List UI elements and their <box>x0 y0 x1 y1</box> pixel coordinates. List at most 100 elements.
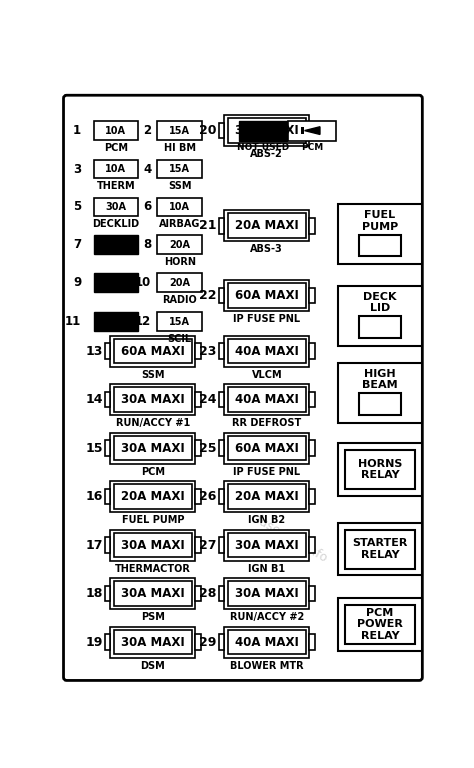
Bar <box>105 441 110 456</box>
Bar <box>157 121 202 140</box>
Bar <box>105 489 110 505</box>
Text: DSM: DSM <box>140 660 165 670</box>
Text: 15A: 15A <box>169 126 190 136</box>
Text: 30A: 30A <box>105 202 127 212</box>
Text: 12: 12 <box>135 315 151 328</box>
Bar <box>93 160 138 178</box>
Bar <box>157 313 202 331</box>
Text: 8: 8 <box>143 238 151 251</box>
Text: 21: 21 <box>199 220 217 232</box>
Bar <box>309 489 315 505</box>
Text: 10A: 10A <box>169 202 190 212</box>
Bar <box>346 450 415 488</box>
Text: 26: 26 <box>200 490 217 503</box>
Text: 30A MAXI: 30A MAXI <box>121 587 185 600</box>
Bar <box>228 533 306 558</box>
Text: 4: 4 <box>143 163 151 176</box>
Bar <box>301 127 304 134</box>
Bar <box>228 214 306 238</box>
Bar <box>195 489 201 505</box>
Text: VLCM: VLCM <box>252 369 282 379</box>
Text: 19: 19 <box>85 636 103 649</box>
Bar <box>157 160 202 178</box>
Text: 10A: 10A <box>105 164 127 174</box>
Text: HIGH
BEAM: HIGH BEAM <box>362 369 398 390</box>
Bar <box>219 489 225 505</box>
Bar <box>225 210 309 241</box>
Text: 30A MAXI: 30A MAXI <box>235 124 299 137</box>
Bar <box>219 343 225 359</box>
Bar <box>114 339 192 363</box>
Bar <box>195 392 201 407</box>
Bar <box>110 336 195 366</box>
Bar <box>337 362 422 422</box>
Text: 30A MAXI: 30A MAXI <box>121 636 185 649</box>
Text: ABS-3: ABS-3 <box>250 244 283 254</box>
Text: 29: 29 <box>200 636 217 649</box>
Text: 10A: 10A <box>105 126 127 136</box>
Text: 3: 3 <box>73 163 81 176</box>
Bar <box>195 586 201 601</box>
Bar <box>157 197 202 216</box>
Text: 28: 28 <box>200 587 217 600</box>
Bar <box>114 387 192 412</box>
Text: 27: 27 <box>199 538 217 551</box>
Bar <box>93 273 138 292</box>
Text: THERMACTOR: THERMACTOR <box>115 564 191 574</box>
Text: 60A MAXI: 60A MAXI <box>235 289 299 302</box>
Text: 15A: 15A <box>169 316 190 326</box>
Bar <box>225 530 309 561</box>
Bar <box>114 485 192 509</box>
Bar <box>228 630 306 654</box>
Text: IP FUSE PNL: IP FUSE PNL <box>233 467 301 477</box>
Text: 40A MAXI: 40A MAXI <box>235 393 299 406</box>
Bar <box>309 634 315 650</box>
Bar <box>225 280 309 311</box>
Text: SSM: SSM <box>168 181 191 191</box>
Text: PCM: PCM <box>104 143 128 153</box>
Bar <box>228 435 306 461</box>
Bar <box>225 384 309 415</box>
Bar <box>105 634 110 650</box>
Bar <box>225 115 309 146</box>
Bar <box>228 485 306 509</box>
Text: IGN B1: IGN B1 <box>248 564 285 574</box>
Bar <box>110 432 195 464</box>
Text: 11: 11 <box>65 315 81 328</box>
Bar <box>219 586 225 601</box>
Text: 6: 6 <box>143 200 151 214</box>
Text: 20A: 20A <box>169 240 190 250</box>
Text: AIRBAG: AIRBAG <box>159 219 201 229</box>
Text: ABS-2: ABS-2 <box>250 149 283 159</box>
Text: DECK
LID: DECK LID <box>363 292 397 313</box>
Bar <box>114 581 192 606</box>
Bar <box>93 236 138 254</box>
Bar <box>225 627 309 657</box>
Bar <box>110 482 195 512</box>
Text: 9: 9 <box>73 276 81 289</box>
Text: IGN B2: IGN B2 <box>248 515 285 525</box>
Polygon shape <box>305 127 320 134</box>
Text: 24: 24 <box>199 393 217 406</box>
Bar <box>219 441 225 456</box>
Bar <box>337 443 422 495</box>
Bar <box>288 121 336 141</box>
Bar <box>114 630 192 654</box>
Bar <box>219 288 225 303</box>
Bar <box>195 343 201 359</box>
Text: FUEL PUMP: FUEL PUMP <box>122 515 184 525</box>
Text: 30A MAXI: 30A MAXI <box>235 538 299 551</box>
Text: PSM: PSM <box>141 612 165 622</box>
Text: 23: 23 <box>200 345 217 358</box>
FancyBboxPatch shape <box>64 95 422 680</box>
Bar <box>309 392 315 407</box>
Text: 18: 18 <box>85 587 103 600</box>
Bar <box>110 384 195 415</box>
Bar <box>228 118 306 143</box>
Bar <box>219 392 225 407</box>
Text: DECKLID: DECKLID <box>92 219 139 229</box>
Bar <box>219 218 225 233</box>
Text: 20A MAXI: 20A MAXI <box>235 220 299 232</box>
Text: 7: 7 <box>73 238 81 251</box>
Text: BLOWER MTR: BLOWER MTR <box>230 660 304 670</box>
